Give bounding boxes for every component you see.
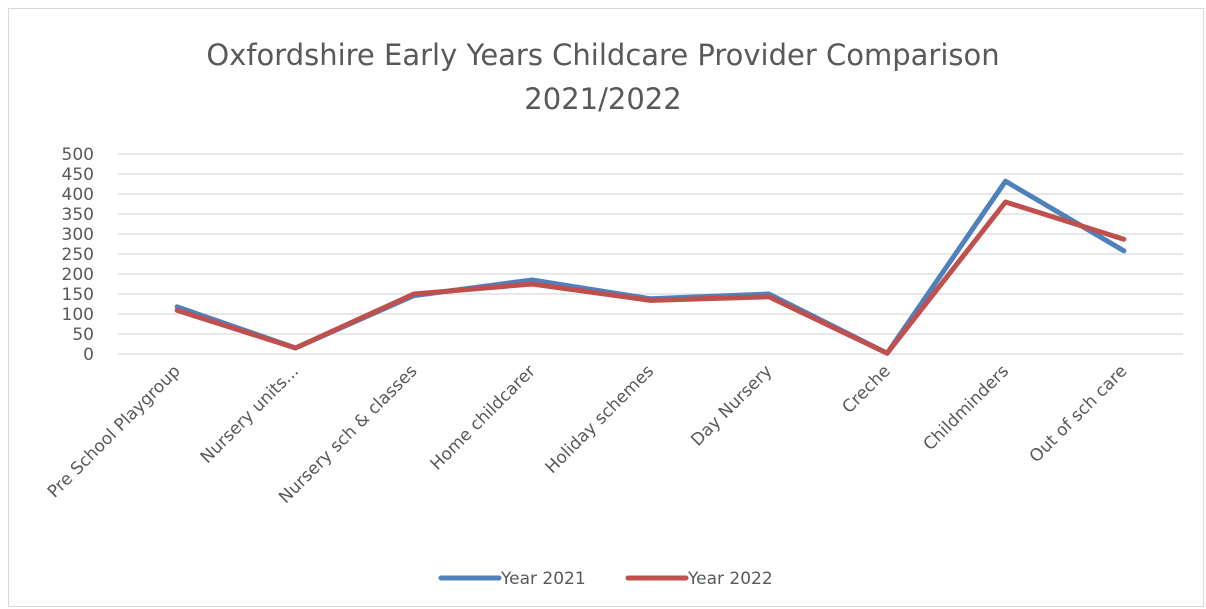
- legend-label-1: Year 2021: [500, 569, 586, 589]
- x-tick-label: Day Nursery: [687, 361, 776, 450]
- gridlines: [118, 153, 1183, 355]
- y-tick-label: 500: [62, 145, 94, 165]
- y-tick-label: 400: [62, 185, 94, 205]
- chart-title-line2: 2021/2022: [524, 82, 682, 116]
- y-tick-label: 350: [62, 205, 94, 225]
- y-tick-label: 150: [62, 285, 94, 305]
- x-tick-label: Out of sch care: [1026, 361, 1132, 467]
- y-tick-label: 0: [83, 345, 94, 365]
- series-line-1: [174, 178, 1127, 356]
- y-tick-label: 100: [62, 305, 94, 325]
- x-tick-label: Holiday schemes: [542, 361, 659, 478]
- legend: Year 2021 Year 2022: [438, 569, 773, 589]
- x-tick-label: Pre School Playgroup: [44, 361, 185, 502]
- x-tick-label: Home childcarer: [427, 361, 540, 474]
- y-tick-label: 250: [62, 245, 94, 265]
- legend-label-2: Year 2022: [687, 569, 773, 589]
- chart-title-line1: Oxfordshire Early Years Childcare Provid…: [206, 38, 1000, 72]
- y-tick-label: 200: [62, 265, 94, 285]
- x-tick-label: Creche: [838, 361, 894, 417]
- x-tick-label: Childminders: [920, 361, 1013, 454]
- x-tick-label: Nursery sch & classes: [275, 361, 421, 507]
- series-lines: [174, 178, 1127, 356]
- series-line-2: [174, 199, 1127, 356]
- y-tick-label: 50: [72, 325, 94, 345]
- chart-frame: [8, 8, 1204, 607]
- x-tick-label: Nursery units...: [197, 361, 303, 467]
- y-tick-label: 300: [62, 225, 94, 245]
- x-axis-ticks: Pre School Playgroup Nursery units...Nurs…: [44, 361, 1131, 507]
- y-tick-label: 450: [62, 165, 94, 185]
